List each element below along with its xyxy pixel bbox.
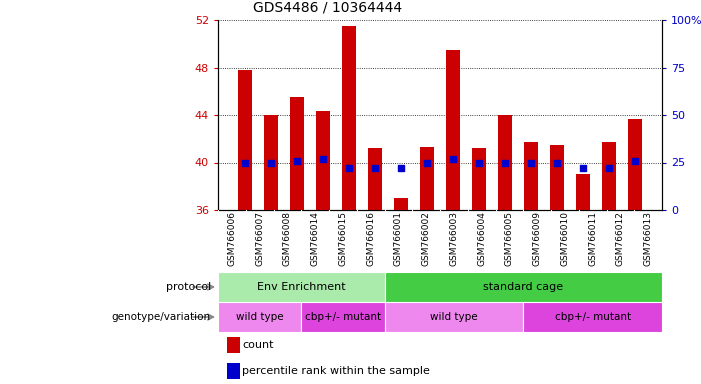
- Text: standard cage: standard cage: [483, 282, 564, 292]
- Bar: [238, 70, 252, 210]
- Text: GSM766012: GSM766012: [616, 211, 625, 266]
- Text: protocol: protocol: [165, 282, 211, 292]
- Text: GSM766004: GSM766004: [477, 211, 486, 266]
- Text: GSM766002: GSM766002: [421, 211, 430, 266]
- Bar: [576, 174, 590, 210]
- Point: [551, 159, 562, 166]
- Text: GSM766006: GSM766006: [227, 211, 236, 266]
- Point: [292, 157, 303, 164]
- Text: GSM766001: GSM766001: [394, 211, 403, 266]
- Point: [343, 165, 355, 171]
- Text: GSM766008: GSM766008: [283, 211, 292, 266]
- Bar: [301, 302, 385, 332]
- Text: GSM766003: GSM766003: [449, 211, 458, 266]
- Point: [499, 159, 510, 166]
- Bar: [218, 272, 385, 302]
- Bar: [446, 50, 460, 210]
- Text: Env Enrichment: Env Enrichment: [257, 282, 346, 292]
- Text: GSM766010: GSM766010: [560, 211, 569, 266]
- Text: genotype/variation: genotype/variation: [112, 312, 211, 322]
- Point: [318, 156, 329, 162]
- Text: count: count: [243, 340, 274, 350]
- Bar: [420, 147, 434, 210]
- Text: wild type: wild type: [430, 312, 477, 322]
- Point: [473, 159, 484, 166]
- Bar: [498, 115, 512, 210]
- Bar: [264, 115, 278, 210]
- Text: GSM766011: GSM766011: [588, 211, 597, 266]
- Bar: [290, 97, 304, 210]
- Bar: [342, 26, 356, 210]
- Text: GDS4486 / 10364444: GDS4486 / 10364444: [253, 0, 402, 14]
- Text: percentile rank within the sample: percentile rank within the sample: [243, 366, 430, 376]
- Bar: [524, 142, 538, 210]
- Bar: [472, 148, 486, 210]
- Text: GSM766007: GSM766007: [255, 211, 264, 266]
- Text: GSM766016: GSM766016: [366, 211, 375, 266]
- Point: [421, 159, 433, 166]
- Bar: [627, 119, 642, 210]
- Point: [525, 159, 536, 166]
- Bar: [550, 145, 564, 210]
- Point: [266, 159, 277, 166]
- Bar: [385, 302, 523, 332]
- Bar: [385, 272, 662, 302]
- Text: GSM766013: GSM766013: [644, 211, 653, 266]
- Point: [395, 165, 407, 171]
- Bar: [316, 111, 330, 210]
- Text: GSM766009: GSM766009: [533, 211, 542, 266]
- Bar: [368, 148, 382, 210]
- Text: wild type: wild type: [236, 312, 283, 322]
- Text: GSM766015: GSM766015: [339, 211, 348, 266]
- Text: GSM766005: GSM766005: [505, 211, 514, 266]
- Bar: [227, 337, 240, 353]
- Bar: [218, 302, 301, 332]
- Bar: [394, 198, 408, 210]
- Point: [447, 156, 458, 162]
- Point: [629, 157, 640, 164]
- Text: cbp+/- mutant: cbp+/- mutant: [305, 312, 381, 322]
- Bar: [227, 363, 240, 379]
- Point: [240, 159, 251, 166]
- Text: cbp+/- mutant: cbp+/- mutant: [554, 312, 631, 322]
- Bar: [523, 302, 662, 332]
- Text: GSM766014: GSM766014: [311, 211, 320, 266]
- Point: [577, 165, 588, 171]
- Point: [603, 165, 614, 171]
- Point: [369, 165, 381, 171]
- Bar: [601, 142, 616, 210]
